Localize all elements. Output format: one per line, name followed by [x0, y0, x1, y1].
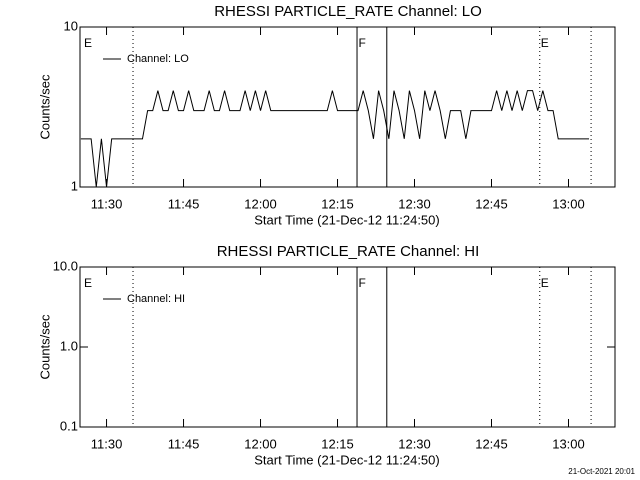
x-tick-label: 13:00 — [552, 196, 585, 211]
x-tick-label: 12:00 — [244, 436, 277, 451]
chart-title: RHESSI PARTICLE_RATE Channel: HI — [217, 243, 480, 260]
event-label: E — [541, 36, 549, 50]
y-axis-label: Counts/sec — [37, 314, 52, 380]
x-tick-label: 12:30 — [398, 196, 431, 211]
legend-label: Channel: HI — [127, 293, 185, 305]
y-tick-label: 10.0 — [53, 258, 78, 273]
x-tick-label: 12:15 — [321, 436, 354, 451]
x-tick-label: 11:45 — [168, 436, 200, 451]
y-axis-label: Counts/sec — [37, 74, 52, 140]
footer: 21-Oct-2021 20:01 — [568, 467, 635, 476]
event-label: F — [359, 276, 366, 290]
event-label: E — [541, 276, 549, 290]
data-line — [80, 90, 590, 188]
x-tick-label: 12:45 — [475, 196, 508, 211]
x-tick-label: 11:30 — [91, 196, 123, 211]
y-tick-label: 1 — [71, 178, 78, 193]
y-tick-label: 10 — [64, 18, 78, 33]
chart-title: RHESSI PARTICLE_RATE Channel: LO — [214, 3, 482, 20]
x-tick-label: 11:45 — [168, 196, 200, 211]
x-tick-label: 11:30 — [91, 436, 123, 451]
y-tick-label: 0.1 — [60, 418, 78, 433]
x-axis-label: Start Time (21-Dec-12 11:24:50) — [254, 212, 439, 227]
event-label: F — [359, 36, 366, 50]
x-axis-label: Start Time (21-Dec-12 11:24:50) — [254, 452, 439, 467]
y-tick-label: 1.0 — [60, 338, 78, 353]
x-tick-label: 12:15 — [321, 196, 354, 211]
event-label: E — [84, 276, 92, 290]
x-tick-label: 12:45 — [475, 436, 508, 451]
x-tick-label: 12:00 — [244, 196, 277, 211]
plot-frame — [79, 26, 616, 188]
legend-label: Channel: LO — [127, 53, 189, 65]
x-tick-label: 13:00 — [552, 436, 585, 451]
x-tick-label: 12:30 — [398, 436, 431, 451]
event-label: E — [84, 36, 92, 50]
